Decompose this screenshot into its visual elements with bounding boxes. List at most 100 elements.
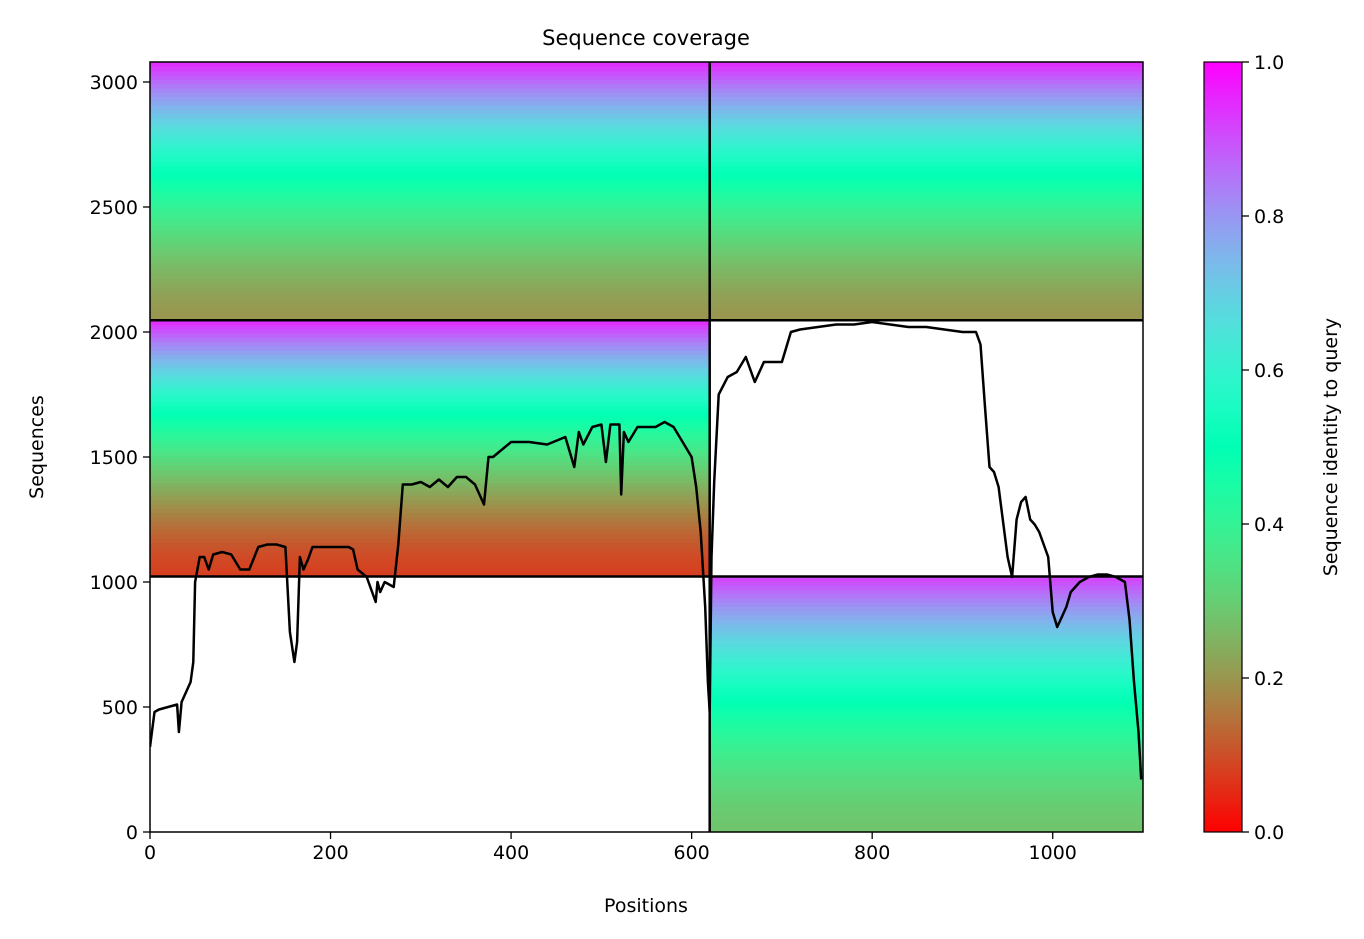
heatmap-band [150, 255, 710, 261]
heatmap-band [709, 148, 1143, 153]
heatmap-band [709, 738, 1143, 744]
heatmap-band [150, 354, 710, 360]
heatmap-band [709, 614, 1143, 620]
colorbar-tick-label: 0.0 [1254, 822, 1284, 844]
heatmap-band [709, 195, 1143, 201]
heatmap-band [709, 294, 1143, 300]
heatmap-band [709, 70, 1143, 76]
heatmap-band [150, 414, 710, 420]
heatmap-band [150, 225, 710, 231]
heatmap-band [150, 148, 710, 153]
y-tick-label: 500 [102, 697, 138, 719]
heatmap-band [150, 290, 710, 296]
heatmap-band [709, 199, 1143, 205]
heatmap-band [709, 776, 1143, 782]
heatmap-band [709, 156, 1143, 162]
heatmap-band [150, 204, 710, 209]
heatmap-band [709, 285, 1143, 291]
heatmap-band [709, 117, 1143, 123]
heatmap-band [709, 135, 1143, 141]
heatmap-band [150, 350, 710, 356]
heatmap-band [150, 456, 710, 462]
heatmap-band [150, 87, 710, 93]
heatmap-band [709, 178, 1143, 184]
x-tick-label: 400 [493, 842, 529, 864]
heatmap-band [709, 251, 1143, 257]
heatmap-band [150, 186, 710, 192]
x-tick-label: 600 [674, 842, 710, 864]
heatmap-block-4 [709, 576, 1143, 832]
heatmap-band [709, 751, 1143, 756]
heatmap-band [150, 499, 710, 505]
heatmap-band [150, 135, 710, 141]
colorbar-ticks: 0.0 0.2 0.4 0.6 0.8 1.0 [1242, 52, 1284, 844]
heatmap-band [150, 465, 710, 471]
heatmap-band [150, 333, 710, 338]
heatmap-band [150, 444, 710, 449]
heatmap-band [150, 294, 710, 300]
heatmap-band [150, 247, 710, 252]
heatmap-band [150, 208, 710, 214]
heatmap-band [709, 802, 1143, 808]
y-axis-label: Sequences [26, 395, 48, 499]
heatmap-band [150, 341, 710, 347]
heatmap-band [709, 100, 1143, 106]
heatmap-band [709, 152, 1143, 158]
heatmap-band [150, 70, 710, 76]
heatmap-band [150, 542, 710, 548]
heatmap-band [150, 516, 710, 522]
heatmap-band [150, 74, 710, 80]
heatmap-band [150, 178, 710, 184]
heatmap-band [709, 307, 1143, 313]
heatmap-block-3 [709, 62, 1143, 321]
heatmap-band [709, 763, 1143, 769]
heatmap-band [150, 130, 710, 136]
heatmap-band [709, 238, 1143, 244]
x-tick-label: 1000 [1029, 842, 1077, 864]
heatmap-band [150, 234, 710, 240]
heatmap-band [709, 576, 1143, 582]
heatmap-band [150, 474, 710, 479]
heatmap-band [709, 105, 1143, 110]
heatmap-band [709, 139, 1143, 145]
colorbar-tick-label: 0.6 [1254, 360, 1284, 382]
heatmap-block-2 [150, 320, 710, 578]
heatmap-band [709, 657, 1143, 663]
heatmap-band [709, 113, 1143, 119]
heatmap-band [709, 315, 1143, 321]
heatmap-band [709, 143, 1143, 149]
heatmap-band [150, 320, 710, 326]
heatmap-band [150, 546, 710, 552]
heatmap-band [150, 143, 710, 149]
heatmap-band [150, 439, 710, 445]
heatmap-band [709, 126, 1143, 132]
heatmap-band [150, 165, 710, 171]
heatmap-band [150, 427, 710, 432]
heatmap-band [150, 392, 710, 398]
heatmap-band [709, 242, 1143, 248]
heatmap-band [150, 362, 710, 368]
heatmap-band [709, 734, 1143, 739]
heatmap-band [150, 567, 710, 573]
heatmap-band [709, 687, 1143, 693]
heatmap-band [150, 533, 710, 539]
y-tick-label: 1000 [90, 572, 138, 594]
heatmap-band [150, 109, 710, 115]
coverage-line-layer [150, 320, 1143, 780]
heatmap-band [709, 109, 1143, 115]
heatmap-band [709, 619, 1143, 624]
heatmap-band [150, 559, 710, 565]
heatmap-band [709, 160, 1143, 166]
heatmap-band [150, 79, 710, 85]
y-tick-label: 2000 [90, 322, 138, 344]
heatmap-band [150, 195, 710, 201]
heatmap-band [150, 486, 710, 492]
y-tick-label: 2500 [90, 197, 138, 219]
heatmap-band [709, 255, 1143, 261]
heatmap-block-1 [150, 62, 710, 321]
heatmap-band [150, 272, 710, 278]
heatmap-band [709, 742, 1143, 748]
heatmap-band [709, 644, 1143, 650]
heatmap-band [150, 431, 710, 437]
